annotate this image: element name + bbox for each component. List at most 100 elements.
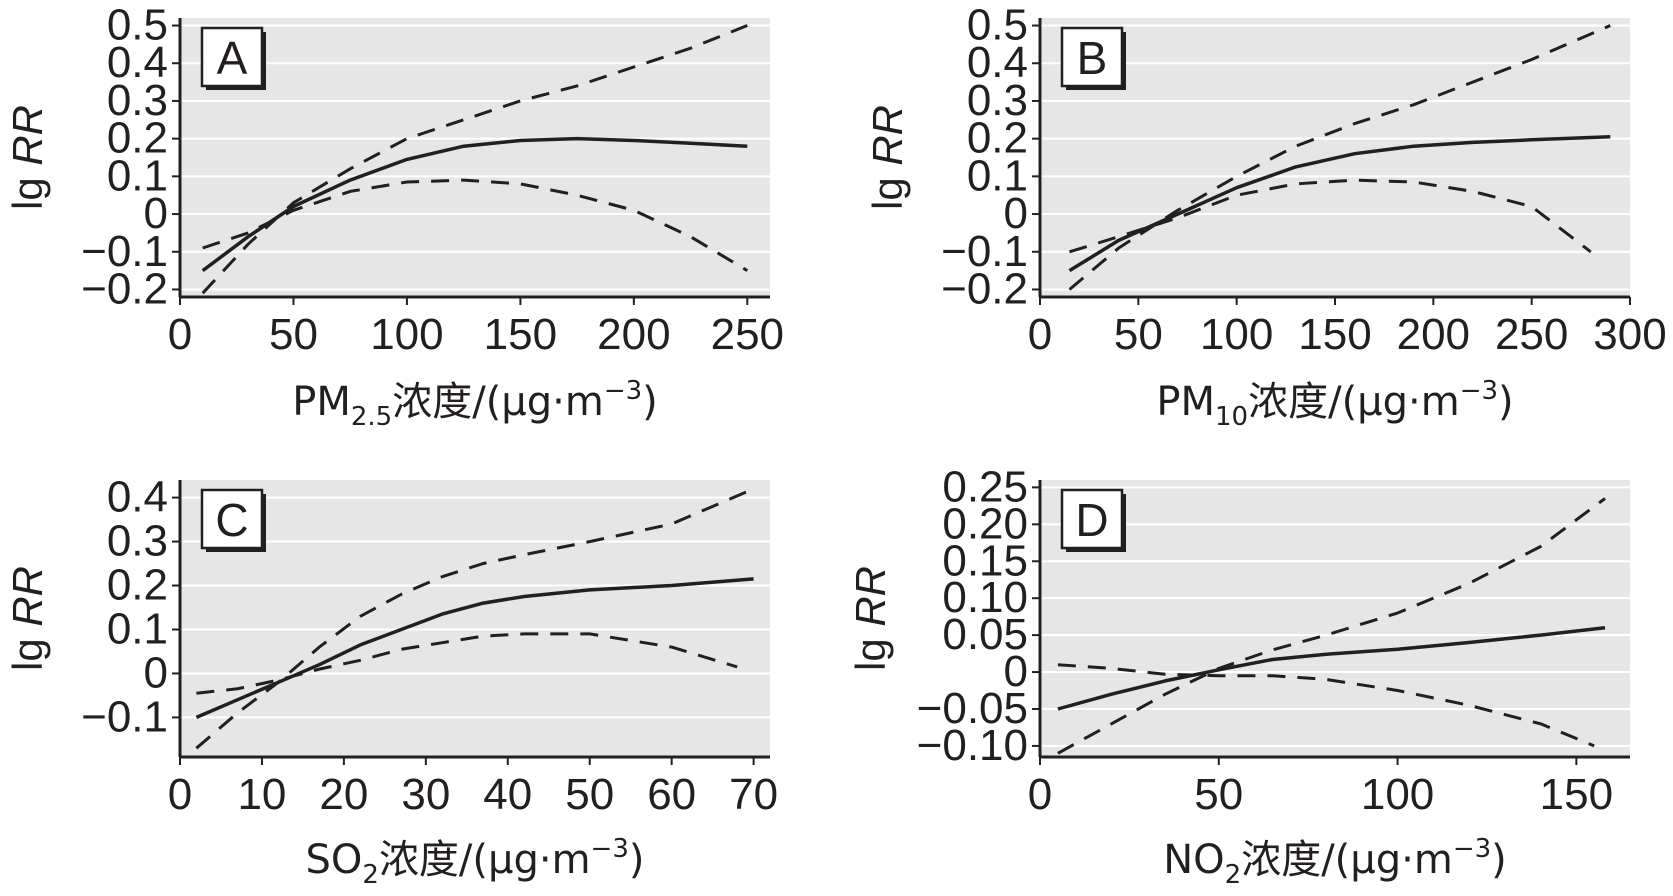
y-tick-label: 0.2 — [107, 114, 168, 163]
confidence-bound-line — [202, 178, 749, 272]
panel-letter-box — [1060, 26, 1124, 88]
y-axis-label-prefix: lg — [4, 627, 51, 671]
x-tick-label: 10 — [237, 770, 286, 819]
x-tick-label: 50 — [565, 770, 614, 819]
unit-close: ) — [642, 379, 658, 425]
x-tick-label: 100 — [1361, 770, 1434, 819]
y-tick-label: 0.1 — [107, 151, 168, 200]
y-tick-label: −0.1 — [81, 227, 168, 276]
estimate-line — [1057, 625, 1606, 711]
y-tick-label: −0.1 — [941, 227, 1028, 276]
y-tick-label: −0.2 — [941, 264, 1028, 313]
unit-text: 浓度/(μg·m — [1241, 837, 1453, 883]
y-tick-label: 0.2 — [107, 561, 168, 610]
unit-text: 浓度/(μg·m — [1248, 379, 1460, 425]
x-tick-label: 0 — [168, 770, 192, 819]
pollutant-subscript: 2 — [1225, 860, 1242, 890]
panel-letter: C — [215, 494, 248, 546]
y-tick-label: 0.4 — [967, 38, 1028, 87]
x-tick-label: 100 — [1200, 310, 1273, 359]
x-tick-label: 60 — [647, 770, 696, 819]
y-axis-label: lg RR — [864, 105, 911, 210]
panel-a: −0.2−0.100.10.20.30.40.50 50 100 150 200 250A… — [4, 1, 784, 432]
y-tick-label: 0.10 — [942, 573, 1028, 622]
y-tick-label: 0.3 — [967, 76, 1028, 125]
pollutant-name: PM — [292, 379, 351, 425]
unit-exponent: −3 — [591, 834, 629, 864]
x-tick-label: 40 — [483, 770, 532, 819]
x-tick-label: 0 — [168, 310, 192, 359]
panel-letter-box — [1060, 488, 1124, 550]
x-tick-label: 0 — [1028, 310, 1052, 359]
x-tick-label: 50 — [269, 310, 318, 359]
confidence-bound-line — [1057, 663, 1595, 748]
plot-area — [180, 18, 770, 297]
y-axis-label-italic: RR — [4, 566, 51, 627]
unit-text: 浓度/(μg·m — [392, 379, 604, 425]
y-tick-label: −0.05 — [917, 684, 1028, 733]
pollutant-name: NO — [1163, 837, 1224, 883]
panel-letter-box — [200, 488, 264, 550]
x-axis-label: SO2浓度/(μg·m−3) — [306, 834, 645, 890]
x-tick-label: 200 — [1397, 310, 1470, 359]
y-tick-label: 0.20 — [942, 499, 1028, 548]
unit-close: ) — [1498, 379, 1514, 425]
pollutant-subscript: 2 — [362, 860, 379, 890]
panel-letter: D — [1075, 494, 1108, 546]
y-tick-label: 0.3 — [107, 76, 168, 125]
plot-area — [1040, 480, 1630, 757]
y-tick-label: 0.4 — [107, 473, 168, 522]
unit-exponent: −3 — [604, 376, 642, 406]
x-tick-label: 70 — [729, 770, 778, 819]
plot-area — [180, 480, 770, 757]
confidence-bound-line — [196, 632, 738, 695]
panel-letter: B — [1077, 32, 1108, 84]
y-tick-label: 0.15 — [942, 536, 1028, 585]
x-tick-label: 150 — [1540, 770, 1613, 819]
y-axis-label: lg RR — [847, 566, 894, 671]
confidence-bound-line — [195, 487, 755, 750]
x-tick-label: 150 — [1298, 310, 1371, 359]
y-axis-label-italic: RR — [4, 105, 51, 166]
y-tick-label: 0 — [144, 648, 168, 697]
estimate-line — [1068, 135, 1611, 273]
y-tick-label: 0 — [144, 189, 168, 238]
confidence-bound-line — [1057, 497, 1606, 755]
unit-close: ) — [1491, 837, 1507, 883]
x-tick-label: 200 — [597, 310, 670, 359]
panel-letter-box — [200, 26, 264, 88]
x-tick-label: 300 — [1593, 310, 1666, 359]
pollutant-subscript: 2.5 — [351, 402, 392, 432]
y-tick-label: −0.10 — [917, 721, 1028, 770]
x-tick-label: 30 — [401, 770, 450, 819]
y-tick-label: −0.1 — [81, 692, 168, 741]
pollutant-name: PM — [1156, 379, 1215, 425]
unit-exponent: −3 — [1453, 834, 1491, 864]
unit-close: ) — [629, 837, 645, 883]
confidence-bound-line — [1068, 24, 1611, 291]
y-tick-label: 0 — [1004, 189, 1028, 238]
y-axis-label-prefix: lg — [847, 627, 894, 671]
y-axis-label: lg RR — [4, 105, 51, 210]
x-tick-label: 0 — [1028, 770, 1052, 819]
panel-b: −0.2−0.100.10.20.30.40.50 50 100 150 200 250 3… — [864, 1, 1667, 432]
x-axis-label: PM2.5浓度/(μg·m−3) — [292, 376, 658, 432]
confidence-bound-line — [201, 24, 748, 295]
x-axis-label: PM10浓度/(μg·m−3) — [1156, 376, 1513, 432]
y-axis-label-italic: RR — [847, 566, 894, 627]
y-tick-label: 0.4 — [107, 38, 168, 87]
y-tick-label: 0.1 — [967, 151, 1028, 200]
y-axis-label-prefix: lg — [4, 166, 51, 210]
pollutant-name: SO — [306, 837, 363, 883]
x-tick-label: 100 — [370, 310, 443, 359]
y-tick-label: −0.2 — [81, 264, 168, 313]
x-tick-label: 50 — [1114, 310, 1163, 359]
y-tick-label: 0 — [1004, 647, 1028, 696]
y-tick-label: 0.1 — [107, 604, 168, 653]
y-tick-label: 0.25 — [942, 462, 1028, 511]
x-tick-label: 250 — [1495, 310, 1568, 359]
unit-text: 浓度/(μg·m — [379, 837, 591, 883]
